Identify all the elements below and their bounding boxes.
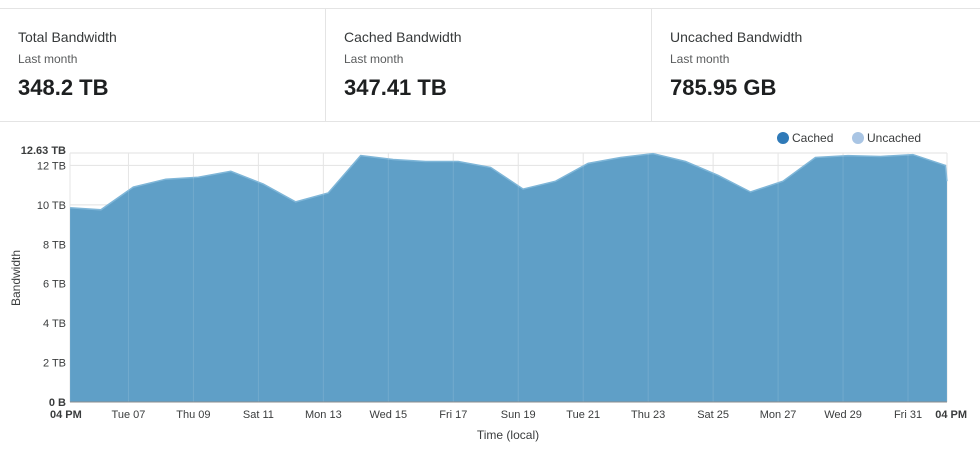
stat-card-cached-bandwidth: Cached Bandwidth Last month 347.41 TB [326, 9, 652, 121]
x-tick-label: Sun 19 [501, 409, 536, 421]
y-tick-label: 10 TB [37, 200, 66, 212]
stat-value: 785.95 GB [670, 75, 777, 100]
stat-period: Last month [18, 52, 78, 66]
stat-period: Last month [670, 52, 730, 66]
y-axis: 0 B 2 TB 4 TB 6 TB 8 TB 10 TB 12 TB 12.63 TB [21, 145, 66, 409]
x-tick-label: Sat 11 [243, 409, 274, 421]
y-tick-label: 12 TB [37, 160, 66, 172]
y-tick-label: 4 TB [43, 318, 66, 330]
x-axis-label: Time (local) [477, 428, 539, 442]
stat-title: Uncached Bandwidth [670, 29, 803, 45]
y-tick-label: 6 TB [43, 279, 66, 291]
stat-title: Total Bandwidth [18, 29, 117, 45]
x-tick-label: Fri 17 [439, 409, 467, 421]
stat-card-total-bandwidth: Total Bandwidth Last month 348.2 TB [0, 9, 326, 121]
x-tick-label: Mon 27 [760, 409, 797, 421]
line-series-cached [69, 152, 948, 211]
x-tick-label: Thu 23 [631, 409, 665, 421]
x-tick-label: Wed 15 [369, 409, 407, 421]
x-tick-label: 04 PM [50, 409, 82, 421]
x-tick-label: Mon 13 [305, 409, 342, 421]
x-tick-label: Tue 21 [566, 409, 600, 421]
chart-area-layer [69, 152, 948, 403]
y-tick-label: 8 TB [43, 239, 66, 251]
stat-value: 348.2 TB [18, 75, 109, 100]
x-tick-label: Sat 25 [697, 409, 729, 421]
legend-swatch-uncached [852, 132, 864, 144]
stat-card-uncached-bandwidth: Uncached Bandwidth Last month 785.95 GB [652, 9, 980, 121]
bandwidth-area-chart[interactable]: Cached Uncached 0 B 2 TB 4 TB 6 TB 8 TB 10 TB… [0, 122, 980, 453]
y-tick-label: 0 B [49, 397, 66, 409]
x-tick-label: Thu 09 [176, 409, 210, 421]
x-tick-label: Tue 07 [112, 409, 146, 421]
stat-period: Last month [344, 52, 404, 66]
y-tick-label: 2 TB [43, 358, 66, 370]
stat-value: 347.41 TB [344, 75, 447, 100]
x-axis: 04 PM Tue 07 Thu 09 Sat 11 Mon 13 Wed 15 Fri 1… [50, 409, 967, 421]
area-series-cached[interactable] [70, 153, 947, 402]
legend-swatch-cached [777, 132, 789, 144]
legend-label-uncached[interactable]: Uncached [867, 131, 921, 145]
chart-legend: Cached Uncached [777, 131, 921, 145]
x-tick-label: Wed 29 [824, 409, 862, 421]
x-tick-label: Fri 31 [894, 409, 922, 421]
y-tick-label: 12.63 TB [21, 145, 66, 157]
stats-row: Total Bandwidth Last month 348.2 TB Cach… [0, 8, 980, 122]
y-axis-label: Bandwidth [9, 250, 23, 306]
x-tick-label: 04 PM [935, 409, 967, 421]
legend-label-cached[interactable]: Cached [792, 131, 833, 145]
stat-title: Cached Bandwidth [344, 29, 462, 45]
